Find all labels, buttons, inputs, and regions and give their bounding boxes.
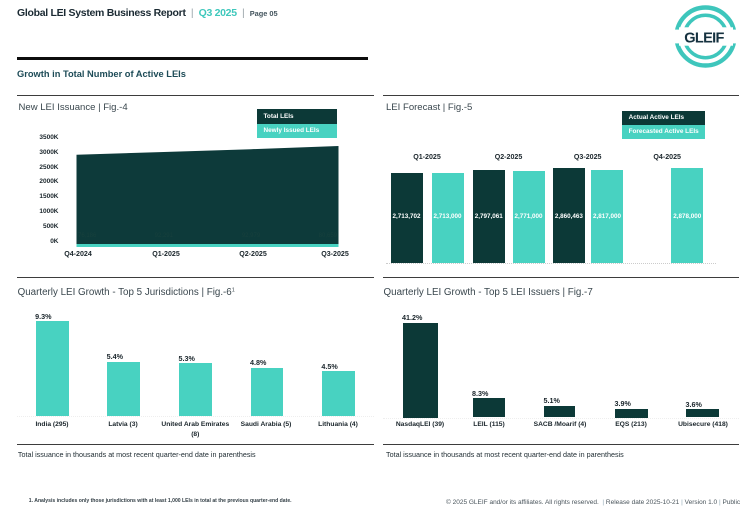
svg-text:92,291: 92,291 xyxy=(155,233,174,239)
svg-text:80,659: 80,659 xyxy=(319,233,338,239)
svg-text:GLEIF: GLEIF xyxy=(684,31,724,47)
svg-text:92,979: 92,979 xyxy=(242,233,261,239)
svg-text:76,186: 76,186 xyxy=(78,233,97,239)
